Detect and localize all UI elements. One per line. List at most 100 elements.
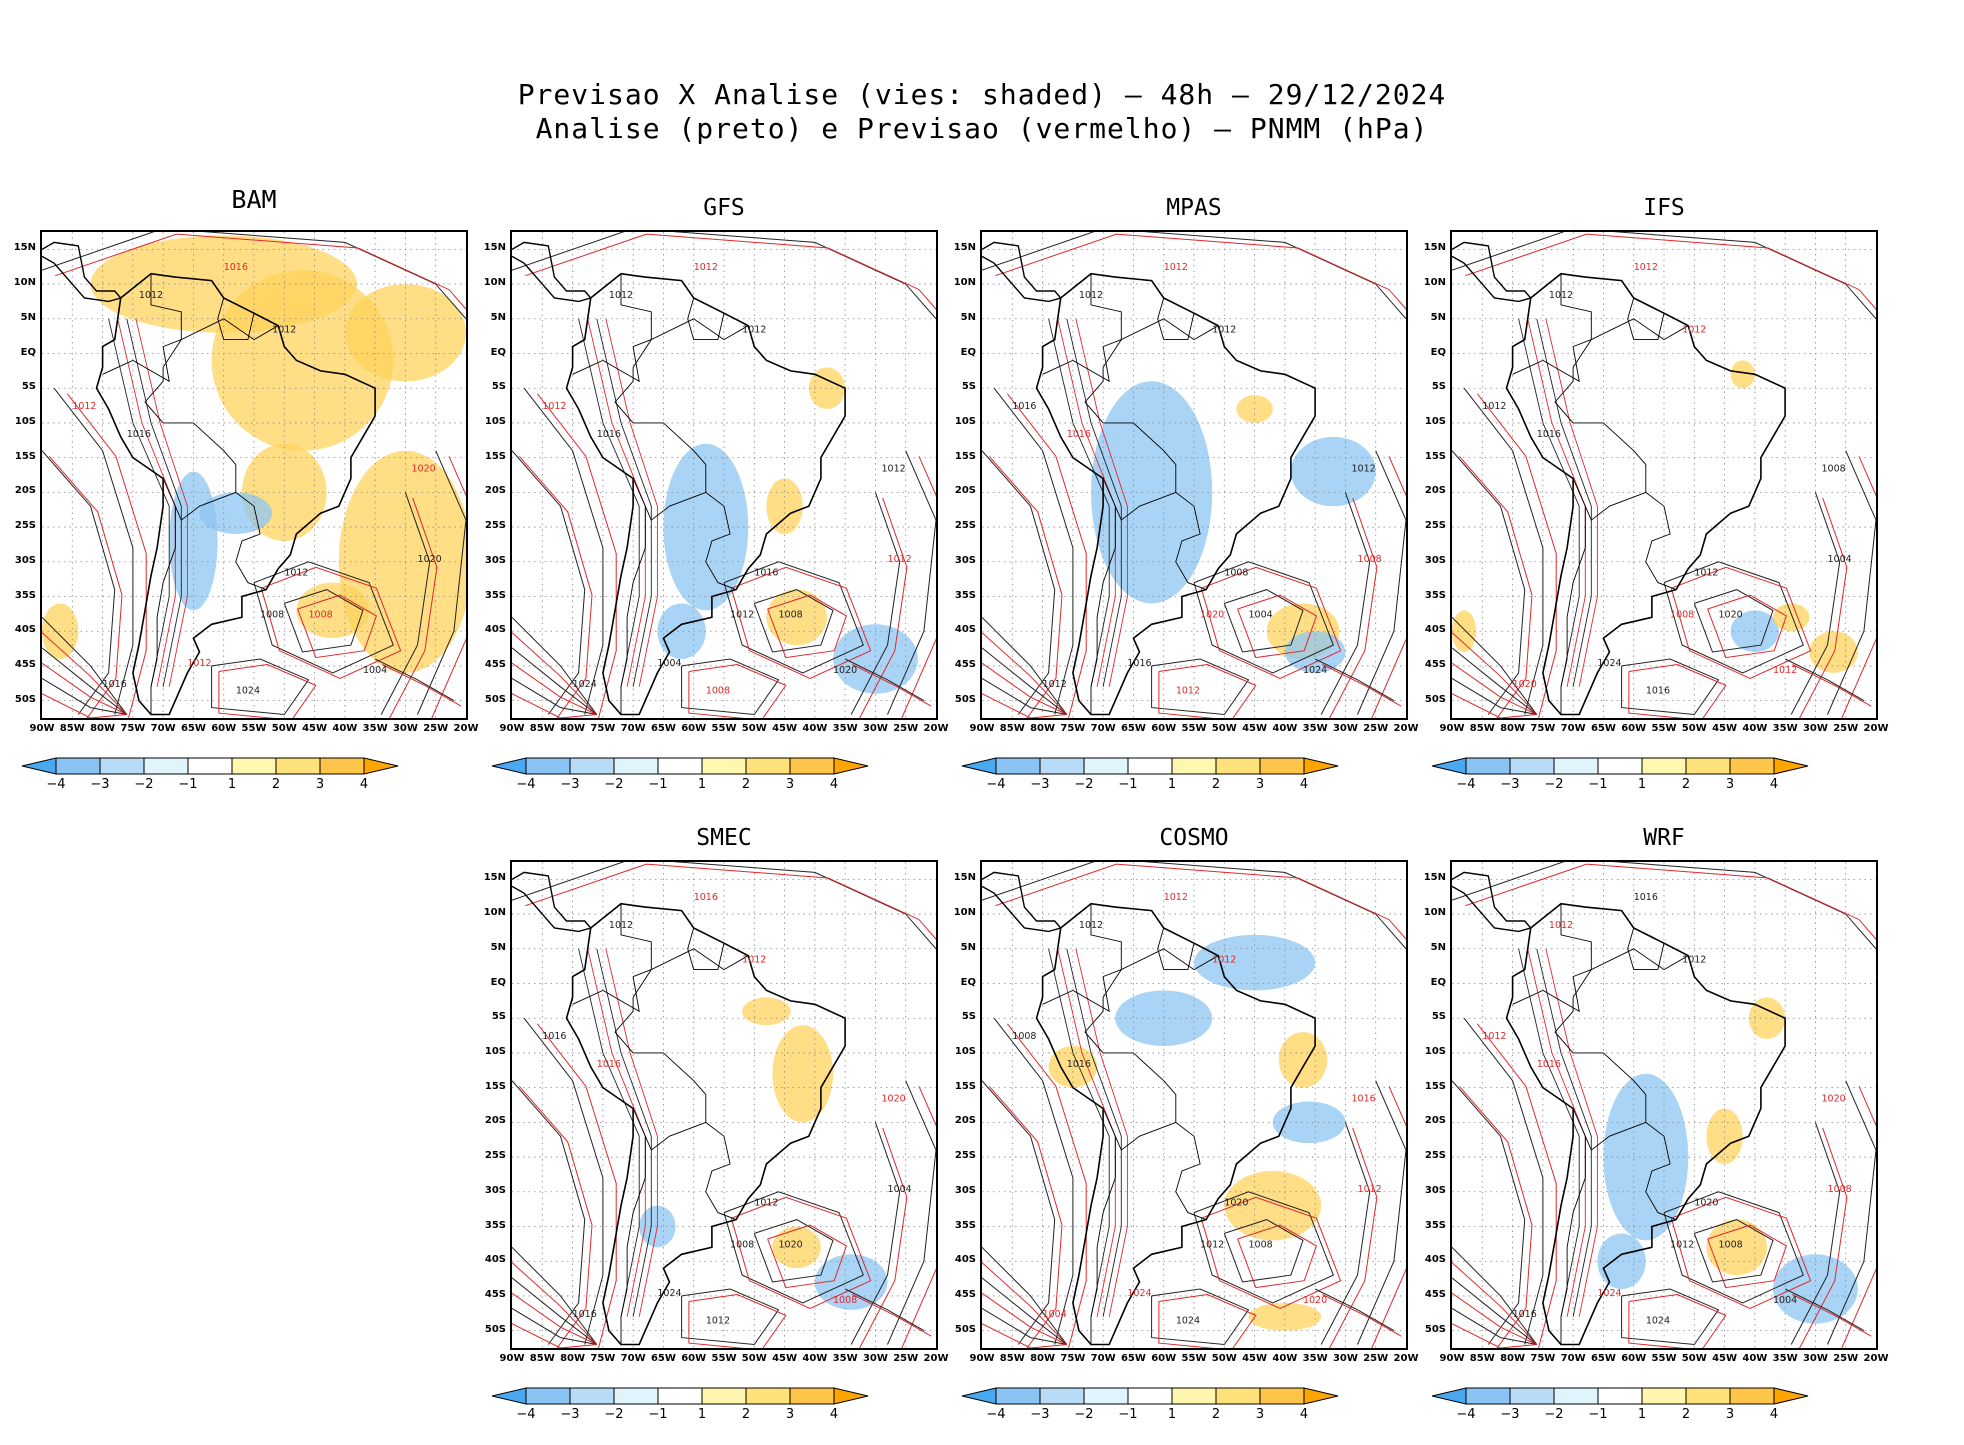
forecast-isobar bbox=[730, 1196, 872, 1309]
analysis-isobar-label: 1016 bbox=[1067, 1059, 1091, 1070]
lon-label: 80W bbox=[1030, 1353, 1056, 1364]
lat-label: 15N bbox=[13, 242, 36, 254]
colorbar-label: 3 bbox=[315, 777, 325, 792]
analysis-isobar bbox=[1452, 450, 1526, 715]
forecast-isobar bbox=[260, 566, 402, 679]
colorbar: −4 −3 −2 −1 1 2 3 4 bbox=[480, 755, 900, 805]
lon-label: 70W bbox=[150, 723, 176, 734]
lat-label: 20S bbox=[484, 1115, 506, 1127]
forecast-isobar bbox=[901, 1086, 936, 1348]
colorbar-high-arrow bbox=[1303, 1387, 1339, 1405]
forecast-isobar bbox=[1158, 663, 1257, 718]
forecast-isobar bbox=[1237, 1224, 1318, 1289]
analysis-isobar bbox=[1621, 658, 1720, 716]
lat-label: 45S bbox=[954, 1288, 976, 1300]
forecast-isobar bbox=[512, 1323, 597, 1348]
forecast-isobar bbox=[389, 497, 438, 718]
analysis-isobar bbox=[1784, 658, 1865, 702]
forecast-isobar-label: 1012 bbox=[1773, 665, 1797, 676]
analysis-isobar-label: 1008 bbox=[779, 609, 803, 620]
map-svg: 1012 1012 1012 1012 1016 1008 1012 1008 1020 1004… bbox=[1452, 232, 1876, 718]
colorbar-low-arrow bbox=[1431, 1387, 1467, 1405]
analysis-isobar-label: 1012 bbox=[284, 568, 308, 579]
analysis-isobar bbox=[1223, 1219, 1304, 1283]
coastline-central-america bbox=[982, 871, 1062, 933]
lon-label: 25W bbox=[1833, 723, 1859, 734]
lon-label: 25W bbox=[893, 1353, 919, 1364]
analysis-isobar bbox=[982, 450, 1056, 715]
lat-label: 45S bbox=[1424, 658, 1446, 670]
panel-title: COSMO bbox=[1159, 825, 1229, 851]
lat-label: 30S bbox=[1424, 554, 1446, 566]
colorbar-label: −1 bbox=[648, 1407, 668, 1422]
analysis-isobar-label: 1024 bbox=[573, 679, 597, 690]
lon-label: 50W bbox=[1211, 723, 1237, 734]
analysis-isobar-label: 1008 bbox=[1224, 568, 1248, 579]
forecast-isobar bbox=[135, 318, 188, 687]
lat-label: 20S bbox=[1424, 1115, 1446, 1127]
lon-label: 40W bbox=[1742, 1353, 1768, 1364]
analysis-isobar bbox=[993, 1017, 1074, 1345]
lat-label: 45S bbox=[484, 658, 506, 670]
analysis-isobar bbox=[982, 232, 1406, 320]
lat-label: 35S bbox=[484, 589, 506, 601]
colorbar-segment bbox=[1039, 1387, 1085, 1405]
lon-label: 20W bbox=[923, 723, 949, 734]
analysis-isobar-label: 1012 bbox=[1694, 568, 1718, 579]
forecast-isobar-label: 1008 bbox=[833, 1295, 857, 1306]
positive-bias-area bbox=[296, 582, 370, 639]
lat-label: 5S bbox=[21, 381, 36, 393]
colorbar-segment bbox=[1729, 1387, 1775, 1405]
lat-label: 20S bbox=[1424, 485, 1446, 497]
panel-title: WRF bbox=[1643, 825, 1685, 851]
lat-label: 5N bbox=[960, 311, 976, 323]
colorbar-high-arrow bbox=[833, 1387, 869, 1405]
analysis-isobar bbox=[1693, 589, 1774, 653]
analysis-isobar bbox=[512, 1080, 586, 1345]
lat-label: 25S bbox=[1424, 520, 1446, 532]
lon-label: 65W bbox=[1120, 723, 1146, 734]
colorbar-label: −2 bbox=[1074, 1407, 1094, 1422]
forecast-isobar bbox=[767, 594, 848, 659]
lat-label: 15N bbox=[1423, 242, 1446, 254]
colorbar-label: 2 bbox=[1681, 777, 1691, 792]
colorbar: −4 −3 −2 −1 1 2 3 4 bbox=[1420, 755, 1840, 805]
lon-label: 60W bbox=[1151, 1353, 1177, 1364]
colorbar-segment bbox=[1641, 757, 1687, 775]
lat-label: 50S bbox=[1424, 693, 1446, 705]
analysis-isobar-label: 1004 bbox=[1828, 554, 1852, 565]
analysis-isobar bbox=[753, 1219, 834, 1283]
colorbar-segment bbox=[1597, 1387, 1643, 1405]
country-border bbox=[150, 506, 176, 715]
analysis-isobar bbox=[211, 658, 310, 716]
analysis-isobar bbox=[850, 492, 901, 715]
map-svg: 1016 1012 1012 1012 1016 1020 1020 1012 1008 1008… bbox=[1452, 862, 1876, 1348]
lat-label: 30S bbox=[484, 554, 506, 566]
forecast-isobar-label: 1008 bbox=[706, 686, 730, 697]
country-border bbox=[1560, 1136, 1586, 1345]
negative-bias-area bbox=[1272, 1101, 1346, 1144]
negative-bias-area bbox=[833, 624, 918, 694]
forecast-isobar bbox=[995, 863, 1406, 940]
forecast-isobar-label: 1012 bbox=[542, 401, 566, 412]
lon-label: 60W bbox=[1621, 723, 1647, 734]
lon-label: 70W bbox=[1560, 723, 1586, 734]
coastline-central-america bbox=[982, 241, 1062, 303]
lon-label: 65W bbox=[1590, 723, 1616, 734]
forecast-isobar bbox=[1465, 233, 1876, 310]
colorbar-label: −1 bbox=[1118, 777, 1138, 792]
lon-label: 45W bbox=[772, 1353, 798, 1364]
colorbar-segment bbox=[1259, 757, 1305, 775]
colorbar-label: −2 bbox=[604, 777, 624, 792]
lat-label: 10S bbox=[484, 415, 506, 427]
lon-label: 40W bbox=[1272, 1353, 1298, 1364]
country-border bbox=[614, 318, 749, 521]
forecast-isobar bbox=[1371, 456, 1406, 718]
lon-label: 70W bbox=[1090, 723, 1116, 734]
analysis-isobar bbox=[982, 677, 1067, 715]
colorbar-segment bbox=[1509, 1387, 1555, 1405]
country-border bbox=[1512, 989, 1544, 1005]
colorbar-segment bbox=[1597, 757, 1643, 775]
lon-label: 35W bbox=[1772, 1353, 1798, 1364]
country-border bbox=[687, 297, 725, 341]
